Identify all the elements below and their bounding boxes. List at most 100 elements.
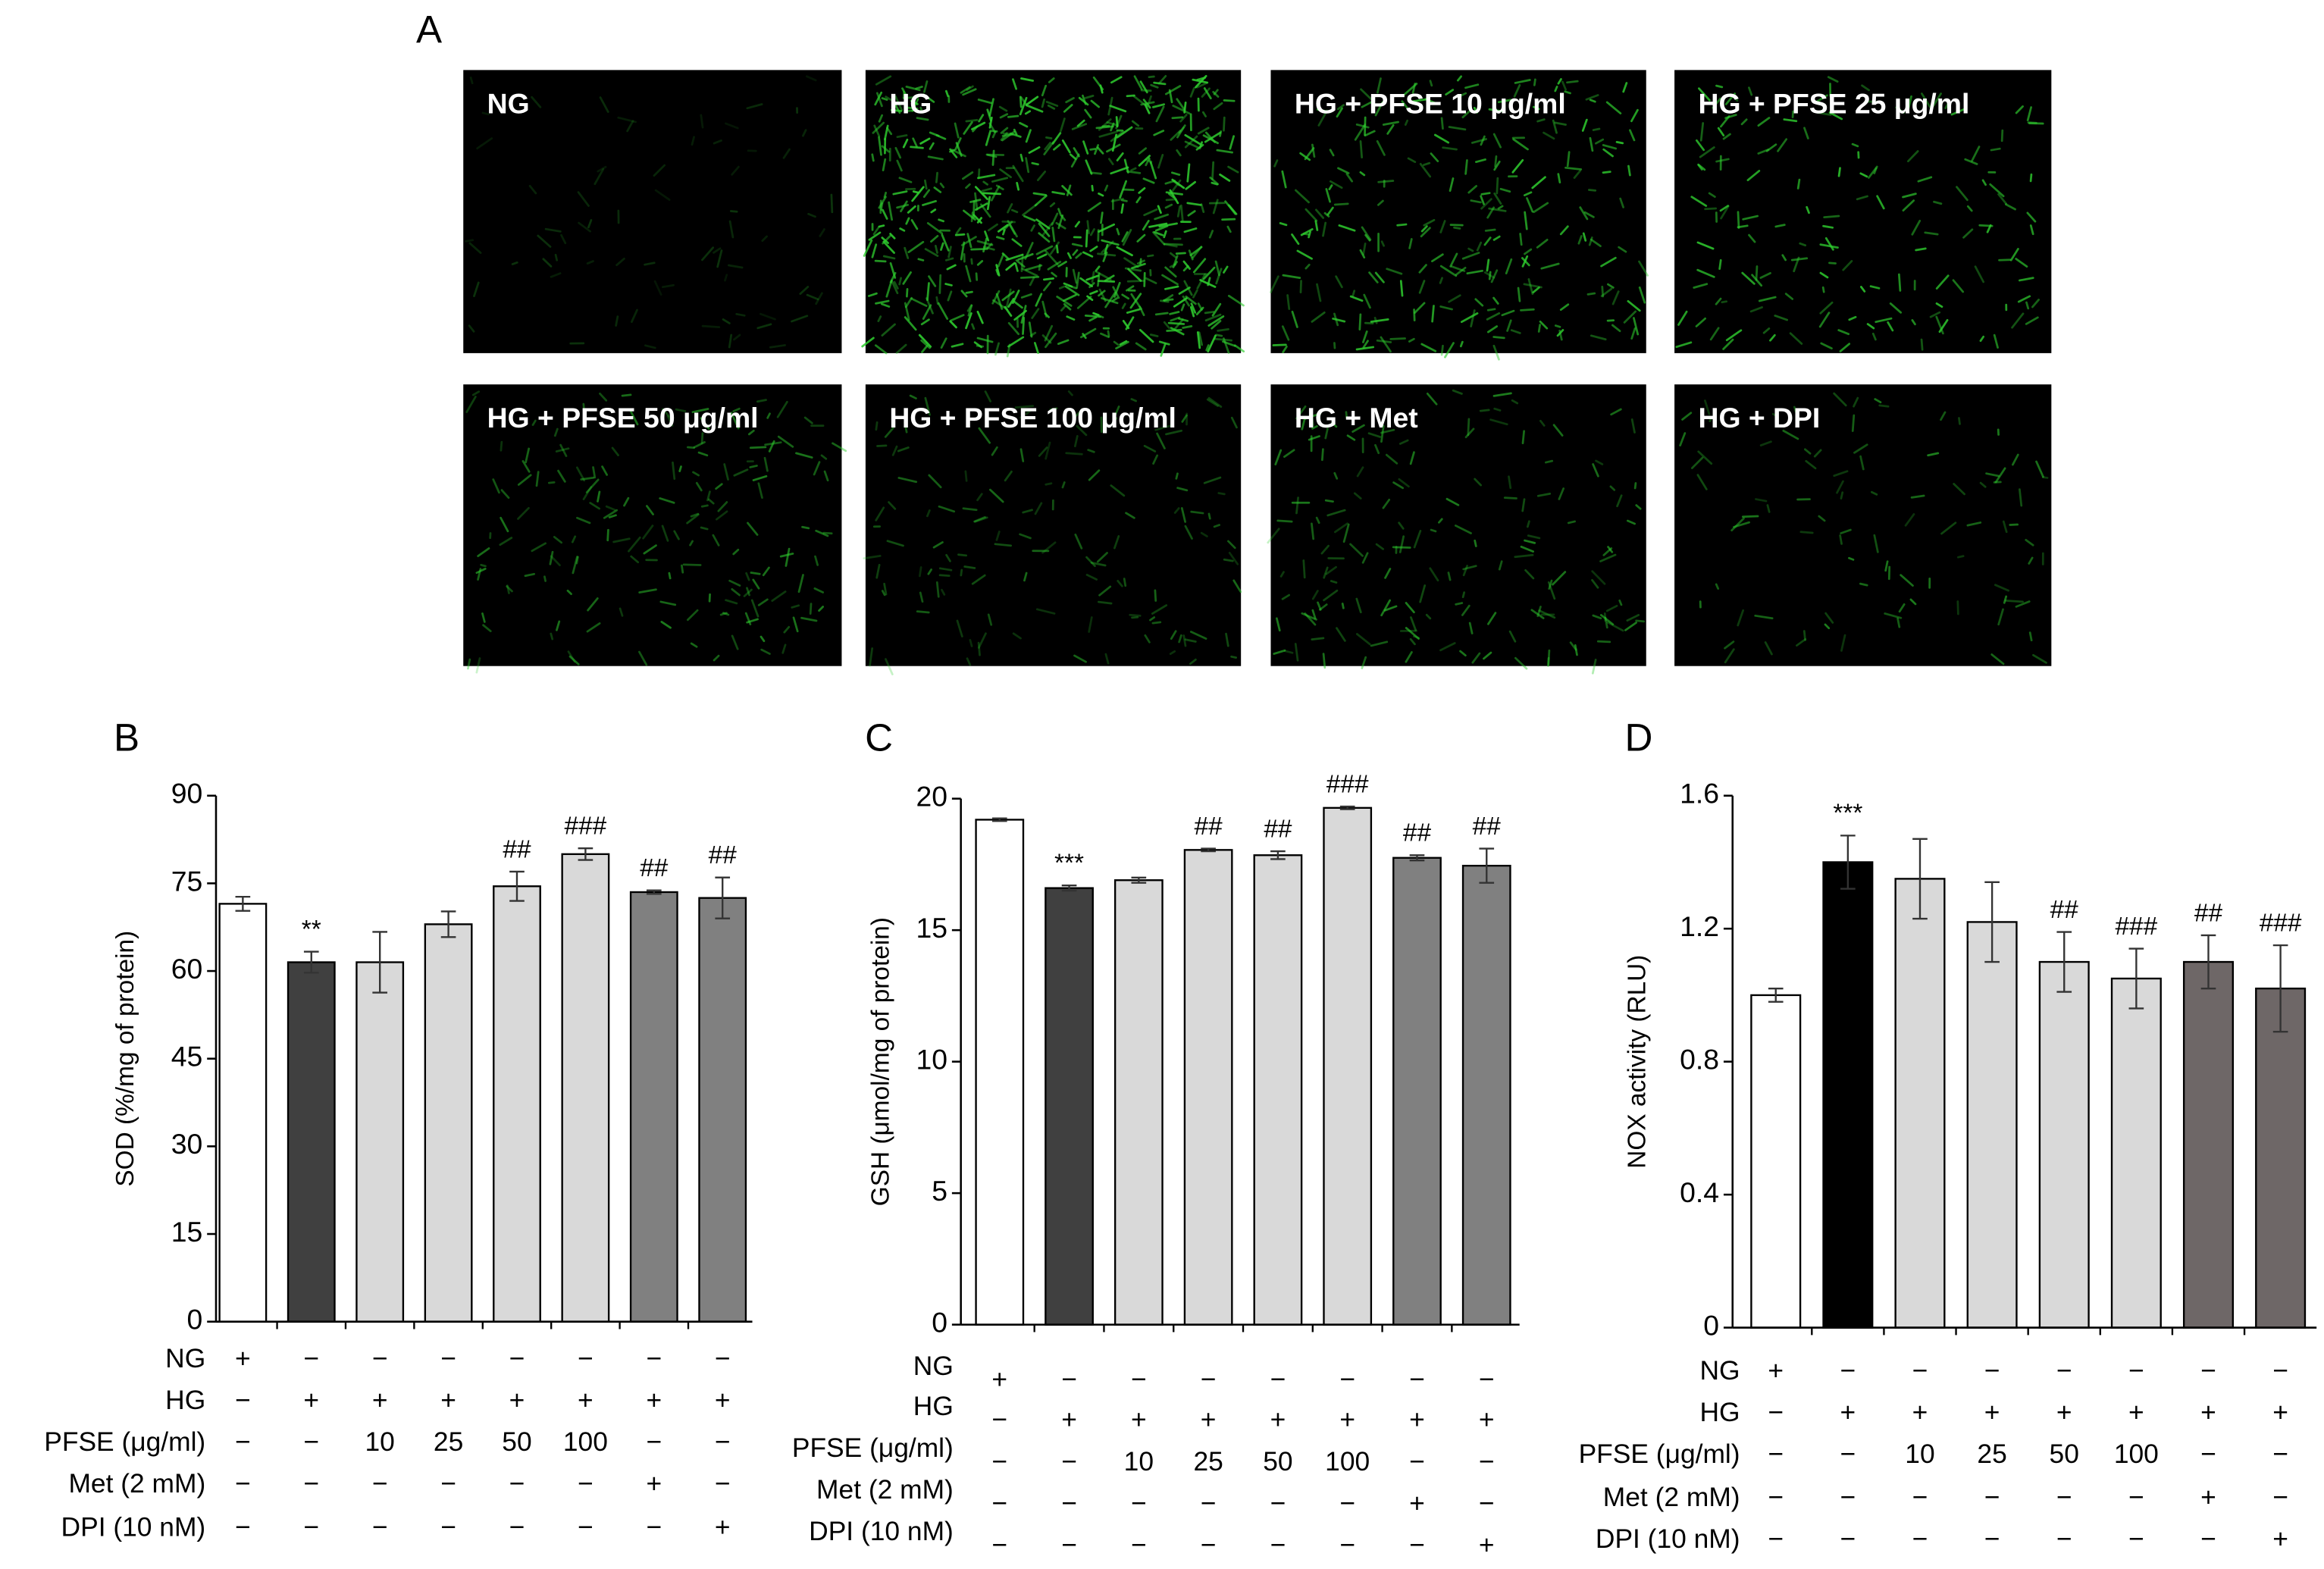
cell xyxy=(1176,124,1186,139)
cell xyxy=(1439,642,1456,652)
cell xyxy=(1063,282,1073,288)
cell xyxy=(1185,180,1196,190)
cell xyxy=(571,535,577,543)
cell xyxy=(1591,578,1599,589)
cell xyxy=(1324,499,1334,503)
cell xyxy=(919,591,924,603)
cell xyxy=(882,240,895,254)
error-bar xyxy=(235,895,251,912)
cell xyxy=(1143,444,1157,453)
treatment-cell: − xyxy=(1131,1365,1147,1395)
cell xyxy=(1227,294,1245,307)
cell xyxy=(960,86,971,94)
cell xyxy=(1610,408,1622,416)
treatment-label: NG xyxy=(913,1351,954,1381)
cell xyxy=(578,221,591,233)
cell xyxy=(1782,429,1799,440)
cell xyxy=(500,516,509,533)
cell xyxy=(1131,615,1139,619)
cell xyxy=(771,590,787,602)
cell xyxy=(938,567,953,572)
cell xyxy=(725,122,739,130)
cell xyxy=(974,186,988,200)
cell xyxy=(1176,149,1182,157)
treatment-label: HG xyxy=(1700,1398,1740,1427)
cell xyxy=(749,465,758,468)
cell xyxy=(1638,260,1649,277)
cell xyxy=(1087,202,1101,212)
cell xyxy=(1431,305,1435,323)
cell xyxy=(909,394,917,399)
cell xyxy=(1486,206,1496,219)
cell xyxy=(1136,233,1146,243)
cell xyxy=(617,116,637,124)
cell xyxy=(1848,315,1857,321)
cell xyxy=(1047,261,1062,271)
cell xyxy=(732,407,741,413)
cell xyxy=(1098,585,1112,597)
cell xyxy=(1066,184,1072,196)
cell xyxy=(1135,196,1142,204)
cell xyxy=(511,261,518,265)
cell xyxy=(724,274,728,282)
cell xyxy=(974,192,979,211)
cell xyxy=(1111,297,1118,302)
cell xyxy=(1815,94,1828,103)
cell xyxy=(1035,293,1043,307)
cell xyxy=(1589,136,1594,152)
cell xyxy=(475,657,481,674)
cell xyxy=(1216,149,1233,154)
cell xyxy=(1848,556,1855,561)
cell xyxy=(1328,184,1333,190)
cell xyxy=(1351,290,1356,297)
cell xyxy=(1693,283,1709,289)
cell xyxy=(1085,159,1093,175)
y-tick-label: 60 xyxy=(171,953,203,985)
cell xyxy=(897,477,918,484)
cell xyxy=(1014,262,1019,272)
cell xyxy=(1154,589,1157,602)
cell xyxy=(1533,78,1536,86)
cell xyxy=(1749,306,1763,313)
treatment-cell: + xyxy=(509,1386,525,1415)
cell xyxy=(797,574,804,593)
cell xyxy=(1824,623,1831,630)
cell xyxy=(1075,252,1082,259)
cell xyxy=(1035,245,1054,255)
cell xyxy=(1524,211,1528,230)
cell xyxy=(1066,315,1076,321)
cell xyxy=(1286,294,1291,310)
y-tick-label: 90 xyxy=(171,778,203,810)
cell xyxy=(984,230,990,242)
cell xyxy=(577,191,590,207)
cell xyxy=(1023,572,1028,582)
cell xyxy=(863,555,882,560)
cell xyxy=(1181,414,1188,423)
cell xyxy=(731,165,740,176)
cell xyxy=(962,507,978,512)
cell xyxy=(690,642,698,648)
cell xyxy=(1447,572,1452,581)
cell xyxy=(1116,152,1124,161)
cell xyxy=(475,567,487,575)
cell xyxy=(802,129,807,137)
cell xyxy=(1101,240,1114,254)
micrograph: HG + Met xyxy=(1267,384,1646,675)
cell xyxy=(2029,224,2034,236)
cell xyxy=(904,246,910,259)
cell xyxy=(1184,525,1193,540)
cell xyxy=(1157,154,1164,169)
cell xyxy=(1462,565,1477,571)
cell xyxy=(1308,435,1320,441)
cell xyxy=(1790,257,1809,262)
cell xyxy=(661,408,673,421)
treatment-cell: − xyxy=(2128,1356,2144,1386)
cell xyxy=(1461,591,1466,599)
cell xyxy=(1824,236,1834,251)
cell xyxy=(1418,280,1426,294)
cell xyxy=(872,121,885,134)
cell xyxy=(1045,136,1053,139)
cell xyxy=(1444,342,1455,359)
cell xyxy=(1476,241,1483,252)
cell xyxy=(1781,254,1787,262)
